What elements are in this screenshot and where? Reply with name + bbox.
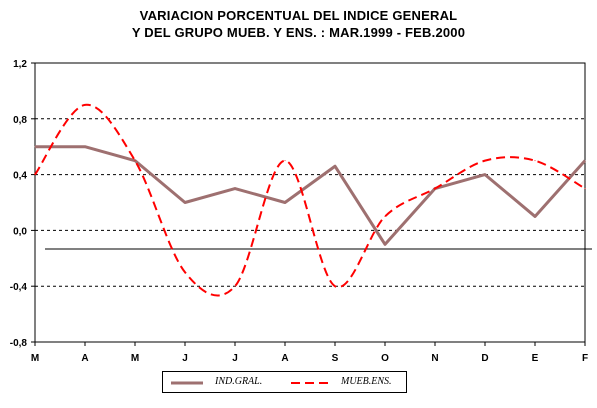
point-mueb-ens bbox=[34, 174, 36, 176]
point-ind-gral bbox=[534, 215, 536, 217]
point-mueb-ens bbox=[534, 160, 536, 162]
point-mueb-ens bbox=[134, 160, 136, 162]
point-ind-gral bbox=[184, 202, 186, 203]
x-tick-label: M bbox=[131, 353, 139, 364]
chart-title-line-1: VARIACION PORCENTUAL DEL INDICE GENERAL bbox=[139, 8, 458, 23]
y-tick-label: 1,2 bbox=[13, 59, 27, 70]
y-tick-label: 0,8 bbox=[13, 115, 27, 126]
point-ind-gral bbox=[284, 202, 286, 203]
point-mueb-ens bbox=[234, 285, 236, 287]
series-ind-gral-line bbox=[35, 145, 587, 246]
x-tick-label: J bbox=[232, 353, 238, 364]
point-mueb-ens bbox=[84, 104, 86, 106]
point-ind-gral bbox=[84, 146, 86, 148]
y-tick-label: 0,0 bbox=[13, 226, 27, 237]
y-tick-label: -0,8 bbox=[10, 338, 28, 349]
x-tick-label: O bbox=[381, 353, 389, 364]
point-mueb-ens bbox=[384, 215, 386, 217]
legend-label-ind-gral: IND.GRAL. bbox=[215, 376, 263, 387]
point-ind-gral bbox=[484, 174, 486, 176]
x-tick-label: A bbox=[81, 353, 88, 364]
point-ind-gral bbox=[384, 243, 386, 245]
x-tick-label: S bbox=[332, 353, 339, 364]
plot-frame bbox=[34, 62, 586, 343]
point-mueb-ens bbox=[284, 160, 286, 162]
point-ind-gral bbox=[334, 165, 336, 167]
x-tick-label: A bbox=[281, 353, 288, 364]
legend-swatches bbox=[171, 381, 333, 385]
point-mueb-ens bbox=[184, 271, 186, 273]
legend-label-mueb-ens: MUEB.ENS. bbox=[341, 376, 392, 387]
legend: IND.GRAL. MUEB.ENS. bbox=[162, 371, 407, 393]
y-tick-label: 0,4 bbox=[13, 171, 27, 182]
x-tick-label: M bbox=[31, 353, 39, 364]
point-mueb-ens bbox=[334, 285, 336, 287]
point-ind-gral bbox=[34, 146, 36, 148]
point-ind-gral bbox=[584, 160, 586, 162]
point-mueb-ens bbox=[584, 188, 586, 190]
chart-title-line-2: Y DEL GRUPO MUEB. Y ENS. : MAR.1999 - FE… bbox=[131, 25, 466, 40]
x-tick-label: F bbox=[582, 353, 588, 364]
x-tick-label: D bbox=[481, 353, 488, 364]
x-tick-label: J bbox=[182, 353, 188, 364]
y-tick-label: -0,4 bbox=[10, 282, 28, 293]
point-mueb-ens bbox=[434, 188, 436, 190]
point-ind-gral bbox=[234, 188, 236, 190]
point-mueb-ens bbox=[484, 160, 486, 162]
x-tick-label: E bbox=[532, 353, 539, 364]
x-tick-label: N bbox=[431, 353, 438, 364]
series-mueb-ens-line bbox=[34, 103, 586, 297]
